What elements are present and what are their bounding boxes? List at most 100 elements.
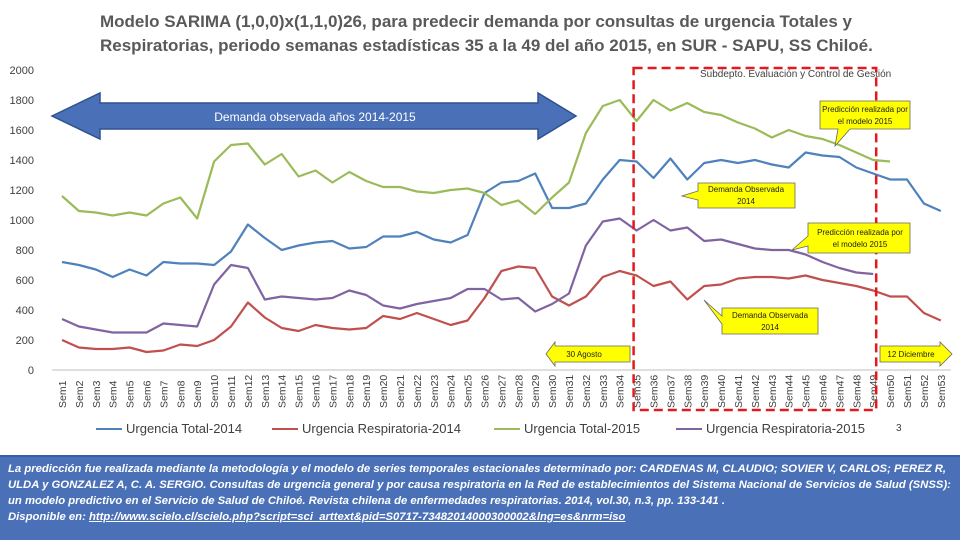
callout-obs-total-label: Demanda Observada 2014 — [708, 185, 785, 206]
series-line-2 — [61, 98, 891, 220]
series-lines — [61, 98, 942, 354]
x-tick-label: Sem48 — [851, 375, 863, 408]
x-tick-label: Sem33 — [598, 375, 610, 408]
y-tick-label: 1000 — [10, 215, 34, 227]
legend-swatch-resp-2015 — [676, 427, 702, 430]
x-tick-label: Sem13 — [260, 375, 272, 408]
legend-label-resp-2014: Urgencia Respiratoria-2014 — [302, 421, 461, 436]
x-tick-label: Sem1 — [57, 380, 69, 408]
x-tick-label: Sem30 — [547, 375, 559, 408]
x-tick-label: Sem50 — [885, 375, 897, 408]
legend: Urgencia Respiratoria-2014 — [272, 421, 461, 436]
footer-link[interactable]: http://www.scielo.cl/scielo.php?script=s… — [88, 511, 626, 523]
date-end-label: 12 Diciembre — [887, 350, 935, 359]
x-tick-label: Sem14 — [277, 375, 289, 408]
x-tick-label: Sem44 — [784, 375, 796, 408]
x-tick-label: Sem4 — [108, 380, 120, 408]
y-tick-label: 800 — [16, 245, 34, 257]
y-tick-label: 2000 — [10, 65, 34, 77]
callout-pred-total-shape — [819, 100, 911, 148]
y-tick-label: 1800 — [10, 95, 34, 107]
x-tick-label: Sem3 — [91, 380, 103, 408]
date-start-arrow — [545, 340, 631, 368]
y-tick-label: 1200 — [10, 185, 34, 197]
x-tick-label: Sem22 — [412, 375, 424, 408]
callout-pred-resp-label: Predicción realizada por el modelo 2015 — [817, 228, 903, 249]
page-number: 3 — [896, 423, 902, 434]
x-tick-label: Sem36 — [649, 375, 661, 408]
y-tick-label: 0 — [28, 365, 34, 377]
y-tick-label: 400 — [16, 305, 34, 317]
x-tick-label: Sem24 — [446, 375, 458, 408]
y-tick-label: 200 — [16, 335, 34, 347]
x-axis: Sem1 Sem2 Sem3 Sem4 Sem5 Sem6 Sem7 Sem8 Sem9 Sem1… — [52, 369, 951, 408]
x-tick-label: Sem46 — [818, 375, 830, 408]
x-tick-label: Sem12 — [243, 375, 255, 408]
x-tick-label: Sem23 — [429, 375, 441, 408]
chart-title: Modelo SARIMA (1,0,0)x(1,1,0)26, para pr… — [100, 12, 873, 55]
x-tick-label: Sem51 — [902, 375, 914, 408]
x-tick-label: Sem16 — [311, 375, 323, 408]
x-tick-label: Sem11 — [226, 375, 238, 408]
subtitle: Subdepto. Evaluación y Control de Gestió… — [700, 69, 892, 80]
x-tick-label: Sem2 — [74, 380, 86, 408]
x-tick-label: Sem26 — [480, 375, 492, 408]
y-axis: 0 200 400 600 800 1000 1200 1400 1600 1800 2000 — [10, 65, 34, 377]
x-tick-label: Sem53 — [936, 375, 948, 408]
legend-label-total-2014: Urgencia Total-2014 — [126, 421, 243, 436]
x-tick-label: Sem10 — [209, 375, 221, 408]
date-start-label: 30 Agosto — [566, 350, 602, 359]
legend: Urgencia Total-2015 — [494, 421, 640, 436]
x-tick-label: Sem34 — [615, 375, 627, 408]
x-tick-label: Sem39 — [699, 375, 711, 408]
legend: Urgencia Total-2014 — [96, 421, 242, 436]
chart: 0 200 400 600 800 1000 1200 1400 1600 1800 2000 Se… — [10, 65, 953, 412]
series-line-0 — [61, 151, 942, 279]
x-tick-label: Sem18 — [344, 375, 356, 408]
x-tick-label: Sem45 — [801, 375, 813, 408]
callout-pred-total-label: Predicción realizada por el modelo 2015 — [822, 105, 908, 126]
observed-arrow-label: Demanda observada años 2014-2015 — [214, 110, 416, 124]
x-tick-label: Sem27 — [496, 375, 508, 408]
x-tick-label: Sem5 — [125, 380, 137, 408]
callout-pred-resp-shape — [791, 222, 911, 254]
x-tick-label: Sem29 — [530, 375, 542, 408]
x-tick-label: Sem32 — [581, 375, 593, 408]
date-end-arrow — [879, 341, 953, 367]
x-tick-label: Sem7 — [158, 380, 170, 408]
legend: Urgencia Respiratoria-2015 — [676, 421, 865, 436]
callout-obs-resp-label: Demanda Observada 2014 — [732, 311, 809, 332]
series-line-3 — [61, 217, 874, 334]
x-tick-label: Sem40 — [716, 375, 728, 408]
x-tick-label: Sem21 — [395, 375, 407, 408]
x-tick-label: Sem6 — [142, 380, 154, 408]
x-tick-label: Sem42 — [750, 375, 762, 408]
x-tick-label: Sem19 — [361, 375, 373, 408]
x-tick-label: Sem37 — [665, 375, 677, 408]
callout-obs-resp-shape — [703, 299, 819, 335]
x-tick-label: Sem49 — [868, 375, 880, 408]
legend-swatch-total-2014 — [96, 427, 122, 430]
series-line-1 — [61, 265, 942, 354]
legend-label-total-2015: Urgencia Total-2015 — [524, 421, 641, 436]
x-tick-label: Sem17 — [327, 375, 339, 408]
x-tick-label: Sem9 — [192, 380, 204, 408]
legend-swatch-resp-2014 — [272, 427, 298, 430]
overlays: Demanda observada años 2014-2015 30 Agos… — [50, 91, 953, 368]
x-tick-label: Sem52 — [919, 375, 931, 408]
footer-citation: La predicción fue realizada mediante la … — [0, 455, 960, 540]
x-tick-label: Sem28 — [513, 375, 525, 408]
x-tick-label: Sem43 — [767, 375, 779, 408]
x-tick-label: Sem25 — [463, 375, 475, 408]
x-tick-label: Sem47 — [834, 375, 846, 408]
x-tick-label: Sem38 — [682, 375, 694, 408]
x-tick-label: Sem15 — [294, 375, 306, 408]
x-tick-label: Sem20 — [378, 375, 390, 408]
footer-link-label: Disponible en: — [8, 511, 89, 523]
y-tick-label: 1600 — [10, 125, 34, 137]
y-tick-label: 1400 — [10, 155, 34, 167]
legend-swatch-total-2015 — [494, 427, 520, 430]
x-tick-label: Sem31 — [564, 375, 576, 408]
observed-arrow-shape — [50, 91, 578, 141]
callout-obs-total-shape — [680, 182, 796, 209]
